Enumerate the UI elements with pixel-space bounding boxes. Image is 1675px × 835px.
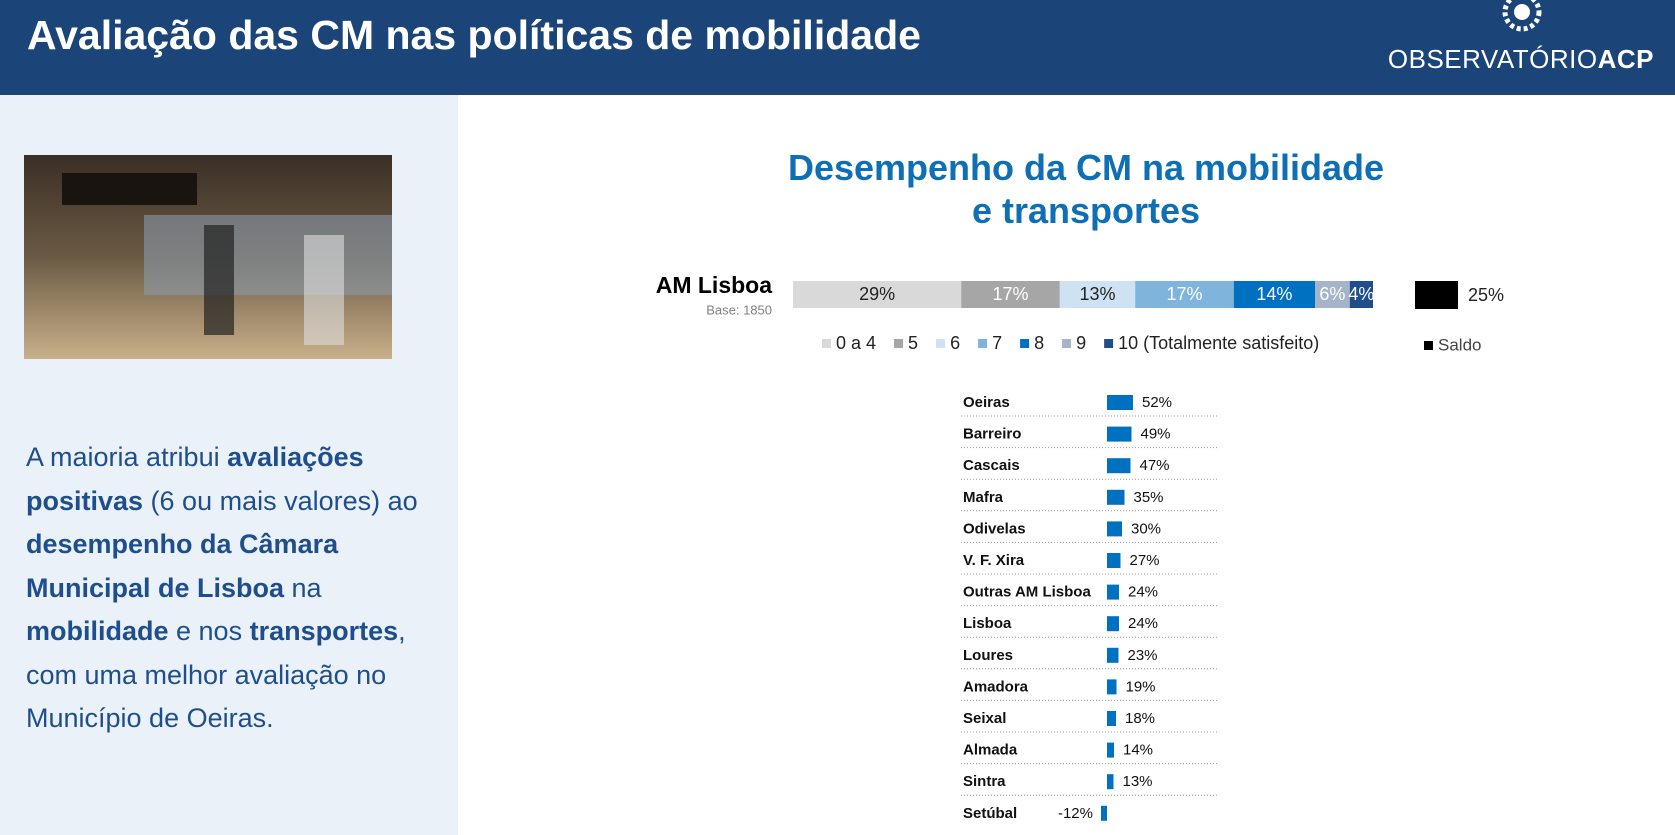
value-label: 24% [1128, 615, 1158, 632]
bar [1107, 742, 1114, 758]
bar [1107, 679, 1117, 695]
legend-label: 9 [1076, 333, 1086, 353]
legend-swatch [1020, 339, 1030, 348]
bar-segment [1135, 281, 1234, 308]
bold-text: mobilidade [26, 616, 169, 646]
text-run: A maioria atribui [26, 442, 228, 472]
bar [1107, 616, 1119, 632]
bar [1107, 553, 1121, 568]
bar [1107, 521, 1122, 537]
value-label: 19% [1126, 678, 1156, 695]
bar-segment [1315, 281, 1350, 308]
legend-swatch [822, 339, 831, 348]
value-label: 18% [1125, 710, 1155, 727]
logo-icon [1502, 0, 1542, 32]
value-label: 30% [1131, 520, 1161, 537]
value-label: 35% [1134, 489, 1164, 506]
category-label: Setúbal [963, 805, 1017, 822]
legend-label: Saldo [1438, 335, 1481, 354]
value-label: 6% [1319, 284, 1345, 304]
legend-label: 5 [908, 333, 918, 353]
category-label: V. F. Xira [963, 552, 1025, 569]
bar [1107, 395, 1133, 410]
photo [24, 155, 392, 359]
category-label: Outras AM Lisboa [963, 584, 1091, 601]
legend-swatch [1104, 339, 1114, 348]
value-label: 24% [1128, 584, 1158, 601]
category-label: Almada [963, 742, 1018, 759]
saldo-box [1415, 281, 1458, 309]
bar-segment [1059, 281, 1136, 308]
legend-swatch [1062, 339, 1072, 348]
legend-label: 6 [950, 333, 960, 353]
legend-swatch [936, 339, 946, 348]
bar-segment [793, 281, 962, 308]
legend-label: 7 [992, 333, 1002, 353]
text-run: (6 ou mais valores) ao [143, 485, 418, 516]
bar [1107, 647, 1119, 663]
value-label: 52% [1142, 394, 1172, 411]
category-label: Sintra [963, 773, 1006, 790]
bold-text: desempenho da Câmara Municipal de Lisboa [26, 529, 339, 603]
category-label: Oeiras [963, 394, 1010, 411]
legend-label: 8 [1034, 333, 1044, 353]
legend-swatch [1424, 341, 1433, 350]
value-label: 17% [992, 284, 1028, 304]
bar-segment [1349, 281, 1373, 308]
logo-light: OBSERVATÓRIO [1387, 44, 1598, 74]
value-label: 23% [1128, 647, 1158, 664]
bold-text: avaliações positivas [26, 442, 364, 516]
value-label: 49% [1141, 426, 1171, 443]
base-label: Base: 1850 [706, 302, 772, 317]
chart-title: Desempenho da CM na mobilidade e transpor… [788, 147, 1384, 231]
logo-bold: ACP [1597, 44, 1654, 74]
category-label: Amadora [963, 678, 1029, 695]
value-label: 47% [1140, 457, 1170, 474]
value-label: 27% [1130, 552, 1160, 569]
value-label: -12% [1058, 805, 1093, 822]
category-label: Cascais [963, 457, 1020, 474]
bar [1107, 774, 1114, 790]
saldo-label: 25% [1468, 285, 1504, 305]
bar [1101, 805, 1107, 821]
text-run: na [284, 572, 322, 603]
value-label: 13% [1079, 284, 1115, 304]
bar [1107, 426, 1132, 442]
legend-label: 0 a 4 [836, 333, 876, 353]
category-label: Seixal [963, 710, 1006, 727]
summary-text: A maioria atribui avaliações positivas (… [26, 436, 441, 741]
bar [1107, 584, 1119, 600]
bar-segment [1233, 281, 1315, 308]
category-label: Odivelas [963, 520, 1026, 537]
category-label: Barreiro [963, 426, 1021, 443]
value-label: 29% [859, 284, 895, 304]
value-label: 14% [1123, 742, 1153, 759]
logo: OBSERVATÓRIOACP [1388, 44, 1654, 75]
bar [1107, 711, 1116, 726]
category-label: Mafra [963, 489, 1004, 506]
legend-swatch [894, 339, 904, 348]
category-label: AM Lisboa [656, 272, 772, 298]
bar [1107, 489, 1125, 505]
legend-swatch [978, 339, 988, 348]
bold-text: transportes [249, 616, 399, 646]
category-label: Loures [963, 647, 1013, 664]
value-label: 13% [1123, 773, 1153, 790]
bar-segment [961, 281, 1060, 308]
legend-label: 10 (Totalmente satisfeito) [1118, 333, 1319, 353]
bar [1107, 458, 1131, 474]
value-label: 17% [1166, 284, 1202, 304]
header-title: Avaliação das CM nas políticas de mobili… [27, 12, 921, 58]
text-run: , com uma melhor avaliação no Município … [26, 616, 406, 733]
value-label: 4% [1348, 284, 1374, 304]
value-label: 14% [1256, 284, 1292, 304]
text-run: e nos [168, 616, 250, 646]
category-label: Lisboa [963, 615, 1012, 632]
header: Avaliação das CM nas políticas de mobili… [0, 0, 1675, 95]
